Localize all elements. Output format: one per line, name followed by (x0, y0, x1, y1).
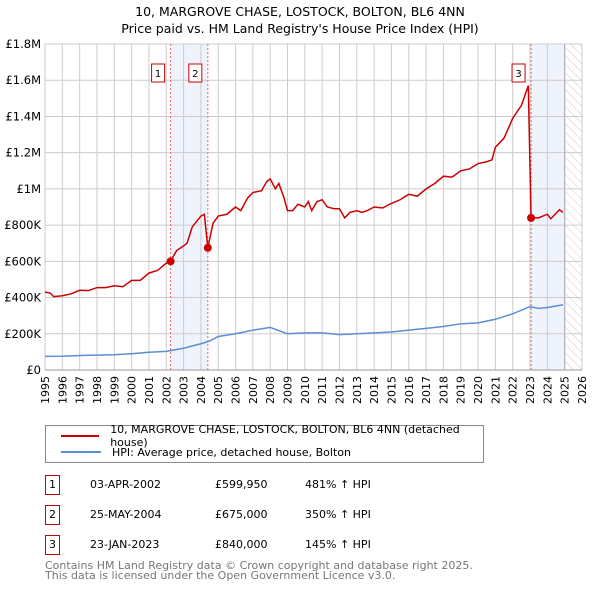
sale-date: 25-MAY-2004 (90, 508, 162, 521)
sale-label-box (188, 63, 203, 83)
shaded-period (170, 44, 208, 370)
x-tick-label: 1997 (74, 376, 87, 404)
sale-row: 1 03-APR-2002 £599,950 481% ↑ HPI (45, 475, 445, 495)
x-tick-label: 2013 (351, 376, 364, 404)
sale-label: 2 (192, 69, 198, 80)
x-tick-label: 2016 (403, 376, 416, 404)
sale-number: 2 (45, 505, 60, 525)
sale-hpi-change: 350% ↑ HPI (305, 508, 371, 521)
x-tick-label: 2025 (559, 376, 572, 404)
y-tick-label: £1.6M (5, 73, 41, 87)
red-line-swatch (61, 435, 100, 437)
legend-item-property: 10, MARGROVE CHASE, LOSTOCK, BOLTON, BL6… (61, 423, 483, 449)
legend-label: 10, MARGROVE CHASE, LOSTOCK, BOLTON, BL6… (110, 423, 460, 449)
x-tick-label: 1999 (108, 376, 121, 404)
footer-line-1: Contains HM Land Registry data © Crown c… (45, 559, 473, 572)
x-tick-label: 2023 (524, 376, 537, 404)
sale-price: £599,950 (215, 478, 268, 491)
sale-number: 3 (45, 535, 60, 555)
chart-subtitle: Price paid vs. HM Land Registry's House … (121, 21, 479, 36)
sale-price: £840,000 (215, 538, 268, 551)
legend-label: HPI: Average price, detached house, Bolt… (112, 445, 351, 459)
x-tick-label: 2018 (437, 376, 450, 404)
shaded-period (531, 44, 565, 370)
y-tick-label: £600K (4, 254, 41, 268)
sale-label-box (511, 63, 526, 83)
y-tick-label: £200K (4, 327, 41, 341)
x-tick-label: 2017 (420, 376, 433, 404)
x-tick-label: 2011 (316, 376, 329, 404)
x-tick-label: 1998 (91, 376, 104, 404)
sale-label: 3 (515, 69, 521, 80)
chart-title: 10, MARGROVE CHASE, LOSTOCK, BOLTON, BL6… (135, 4, 465, 19)
x-tick-label: 2020 (472, 376, 485, 404)
y-tick-label: £1.8M (5, 37, 41, 51)
sale-price: £675,000 (215, 508, 268, 521)
x-tick-label: 2015 (385, 376, 398, 404)
x-tick-label: 2026 (576, 376, 589, 404)
x-tick-label: 2021 (489, 376, 502, 404)
x-tick-label: 2007 (247, 376, 260, 404)
x-tick-label: 2019 (455, 376, 468, 404)
legend-item-hpi: HPI: Average price, detached house, Bolt… (61, 444, 351, 460)
price-chart: 1995 1996 1997 1998 1999 2000 2001 2002 2003 2004… (4, 37, 589, 404)
x-tick-label: 2006 (230, 376, 243, 404)
x-tick-label: 2022 (507, 376, 520, 404)
blue-line-swatch (61, 451, 101, 453)
series-line (44, 304, 564, 358)
y-tick-label: £1M (16, 182, 41, 196)
x-tick-label: 2012 (333, 376, 346, 404)
sale-date: 03-APR-2002 (90, 478, 162, 491)
x-tick-label: 2004 (195, 376, 208, 404)
y-tick-label: £800K (4, 218, 41, 232)
x-tick-label: 1995 (39, 376, 52, 404)
sale-label: 1 (155, 69, 161, 80)
legend: 10, MARGROVE CHASE, LOSTOCK, BOLTON, BL6… (45, 423, 484, 463)
x-tick-label: 2014 (368, 376, 381, 404)
x-tick-label: 2005 (212, 376, 225, 404)
x-tick-label: 1996 (56, 376, 69, 404)
x-tick-label: 2001 (143, 376, 156, 404)
x-tick-label: 2003 (178, 376, 191, 404)
future-hatch (564, 44, 582, 370)
x-tick-label: 2000 (126, 376, 139, 404)
sale-row: 3 23-JAN-2023 £840,000 145% ↑ HPI (45, 535, 445, 555)
series-line (44, 85, 564, 298)
sale-point (203, 243, 212, 252)
footer-line-2: This data is licensed under the Open Gov… (45, 569, 396, 582)
y-tick-label: £1.4M (5, 109, 41, 123)
sale-hpi-change: 145% ↑ HPI (305, 538, 371, 551)
sale-date: 23-JAN-2023 (90, 538, 160, 551)
sale-row: 2 25-MAY-2004 £675,000 350% ↑ HPI (45, 505, 445, 525)
sale-point (166, 257, 175, 266)
x-tick-label: 2024 (541, 376, 554, 404)
y-tick-label: £1.2M (5, 146, 41, 160)
x-tick-label: 2009 (282, 376, 295, 404)
sale-number: 1 (45, 475, 60, 495)
sale-label-box (151, 63, 166, 83)
y-tick-label: £0 (26, 363, 41, 377)
x-tick-label: 2002 (160, 376, 173, 404)
x-tick-label: 2010 (299, 376, 312, 404)
sale-point (527, 213, 536, 222)
y-tick-label: £400K (4, 291, 41, 305)
sale-hpi-change: 481% ↑ HPI (305, 478, 371, 491)
x-tick-label: 2008 (264, 376, 277, 404)
